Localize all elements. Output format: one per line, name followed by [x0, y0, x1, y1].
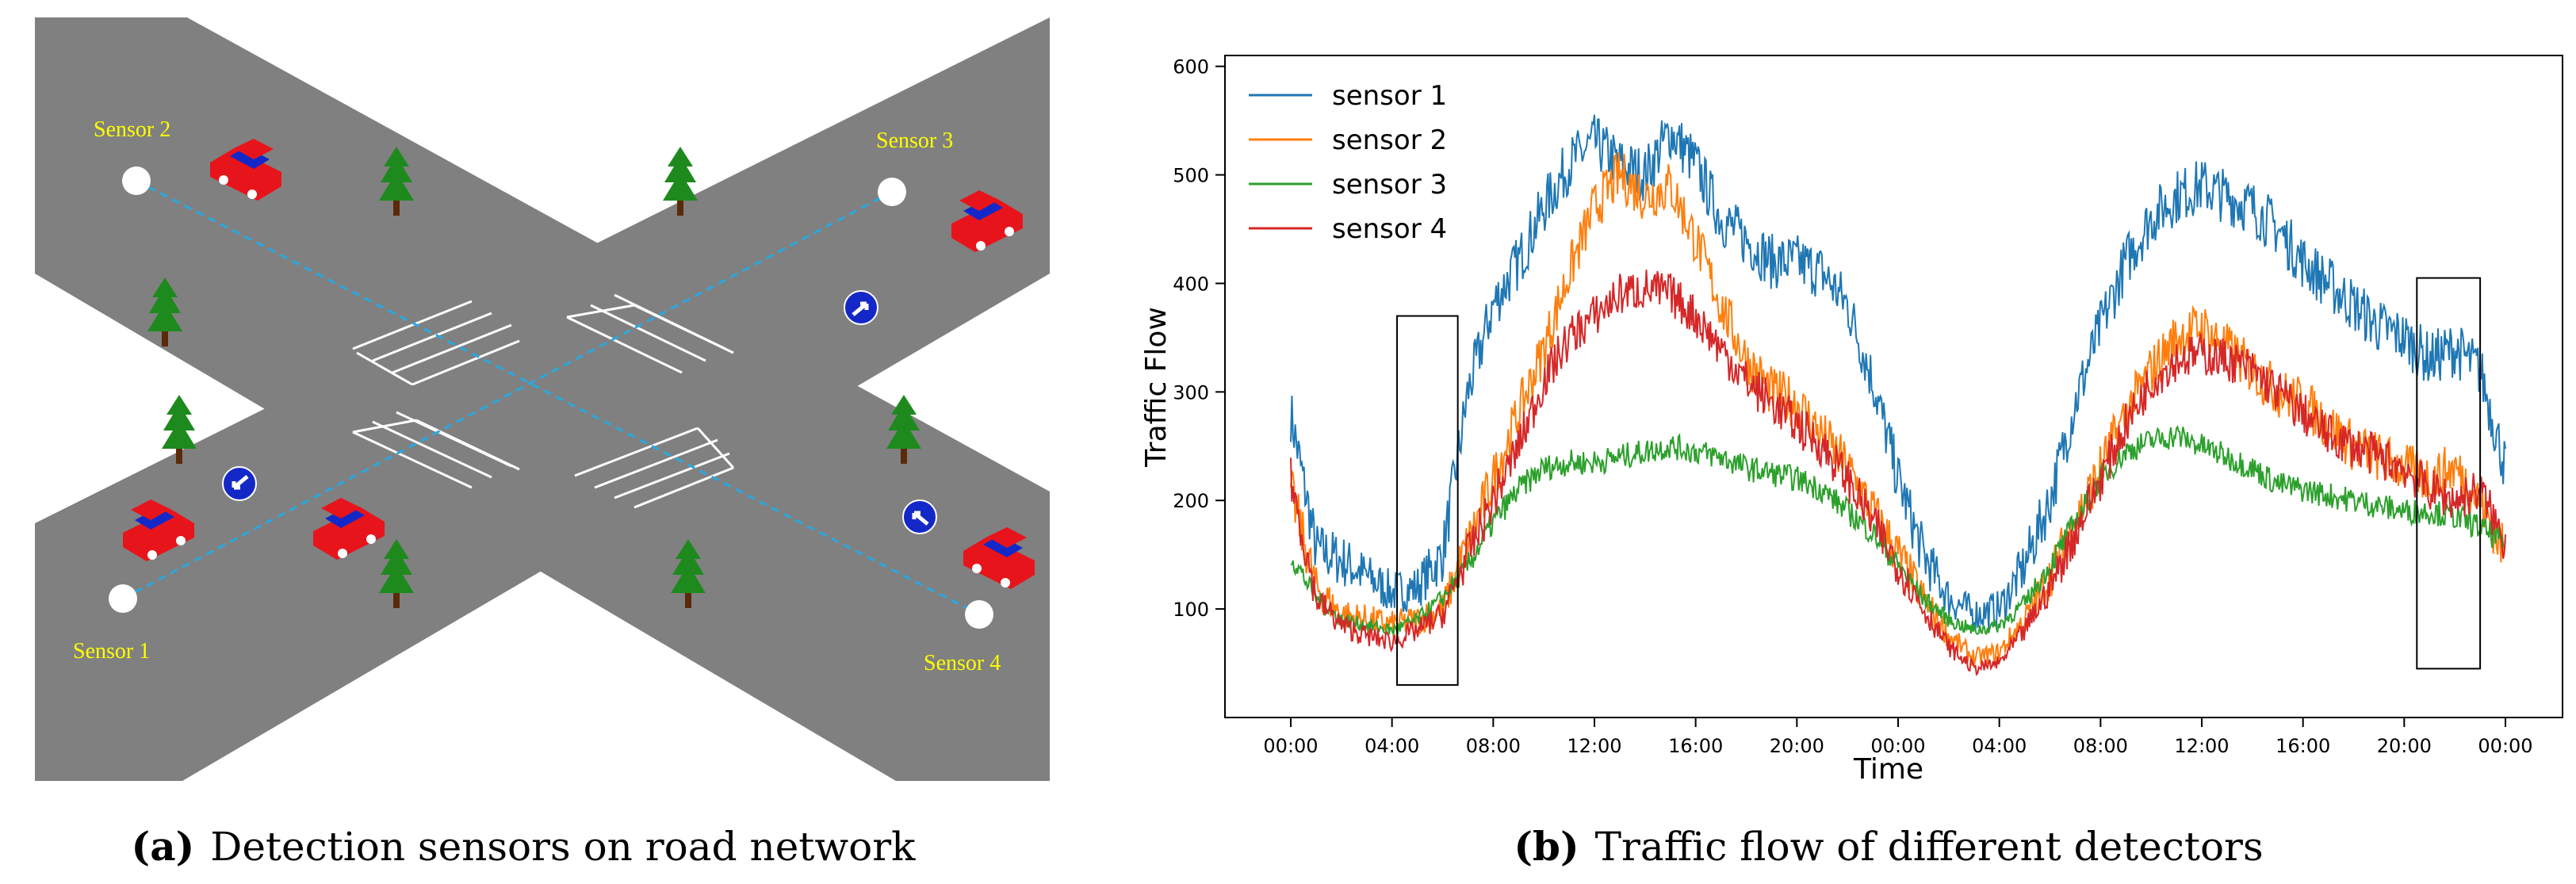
tree-icon	[379, 147, 414, 216]
y-tick-label: 600	[1173, 56, 1209, 78]
car-icon	[963, 527, 1035, 589]
caption-a: (a) Detection sensors on road network	[132, 823, 917, 870]
series-layer	[1290, 114, 2506, 676]
crosswalk-southwest	[352, 411, 520, 489]
y-tick-label: 100	[1173, 599, 1209, 621]
tree-icon	[886, 395, 921, 464]
sensor-3-dot[interactable]	[878, 178, 906, 206]
x-tick-label: 16:00	[1668, 735, 1723, 757]
x-axis-ticks: 00:00 04:00 08:00 12:00 16:00 20:00 00:00 04:00…	[1263, 718, 2533, 757]
sensor-4-dot[interactable]	[965, 600, 993, 629]
sensor-1-dot[interactable]	[109, 584, 137, 613]
sensor-4-label: Sensor 4	[924, 651, 1001, 675]
sensor-3-label: Sensor 3	[876, 128, 953, 153]
y-axis-ticks: 100 200 300 400 500 600	[1173, 56, 1225, 621]
car-icon	[313, 498, 385, 560]
detection-line-sensor1-sensor3	[122, 190, 893, 600]
caption-b: (b) Traffic flow of different detectors	[1514, 823, 2263, 870]
car-icon	[951, 190, 1023, 252]
tree-icon	[162, 395, 197, 464]
sensor-1-label: Sensor 1	[73, 639, 150, 664]
car-icon	[210, 139, 281, 201]
x-tick-label: 16:00	[2276, 735, 2330, 757]
x-tick-label: 12:00	[1567, 735, 1621, 757]
x-tick-label: 00:00	[2478, 735, 2532, 757]
annotation-box	[1396, 315, 1459, 686]
legend-label: sensor 2	[1332, 124, 1447, 156]
trees	[147, 147, 921, 608]
crosswalk-southeast	[574, 427, 735, 509]
x-tick-label: 00:00	[1870, 735, 1925, 757]
x-tick-label: 04:00	[1972, 735, 2027, 757]
traffic-flow-chart: 100 200 300 400 500 600 00:00 04:00 08:00 12:00 1…	[1140, 55, 2563, 786]
direction-sign-icon	[902, 499, 937, 534]
caption-b-letter: b	[1533, 823, 1560, 870]
legend-label: sensor 3	[1332, 169, 1447, 201]
x-axis-label: Time	[1853, 753, 1923, 786]
x-tick-label: 08:00	[1466, 735, 1521, 757]
direction-sign-icon	[222, 466, 257, 501]
sensor-2-dot[interactable]	[122, 166, 151, 195]
direction-sign-icon	[844, 290, 878, 325]
y-tick-label: 500	[1173, 165, 1209, 187]
series-line-sensor-3	[1290, 425, 2506, 637]
x-tick-label: 12:00	[2174, 735, 2229, 757]
annotation-box	[2416, 277, 2482, 670]
y-axis-label: Traffic Flow	[1140, 307, 1173, 468]
crosswalk-marks	[352, 293, 735, 509]
annotation-boxes	[1396, 277, 2482, 686]
sensor-2-label: Sensor 2	[94, 117, 170, 142]
road-network-panel: Sensor 1 Sensor 2 Sensor 3 Sensor 4	[35, 17, 1050, 781]
x-tick-label: 08:00	[2073, 735, 2128, 757]
direction-signs	[222, 290, 937, 534]
car-icon	[123, 499, 194, 561]
tree-icon	[147, 277, 182, 346]
crosswalk-northeast	[566, 293, 734, 374]
x-tick-label: 00:00	[1263, 735, 1318, 757]
y-tick-label: 400	[1173, 273, 1209, 295]
plot-frame	[1224, 55, 2563, 718]
cars	[123, 139, 1035, 589]
tree-icon	[671, 539, 706, 608]
x-tick-label: 20:00	[1770, 735, 1824, 757]
caption-a-text: Detection sensors on road network	[210, 824, 916, 870]
x-tick-label: 20:00	[2377, 735, 2432, 757]
intersection	[285, 262, 801, 531]
legend-label: sensor 4	[1332, 213, 1447, 245]
legend-label: sensor 1	[1332, 80, 1447, 112]
caption-b-text: Traffic flow of different detectors	[1595, 824, 2264, 870]
tree-icon	[663, 147, 698, 216]
y-tick-label: 200	[1173, 490, 1209, 512]
x-tick-label: 04:00	[1365, 735, 1419, 757]
caption-a-letter: a	[150, 823, 175, 870]
legend: sensor 1 sensor 2 sensor 3 sensor 4	[1249, 80, 1447, 245]
series-line-sensor-1	[1290, 114, 2506, 632]
crosswalk-northwest	[352, 300, 520, 386]
detection-lines	[122, 179, 980, 616]
y-tick-label: 300	[1173, 381, 1209, 404]
tree-icon	[379, 539, 414, 608]
series-line-sensor-4	[1290, 270, 2506, 676]
detection-line-sensor2-sensor4	[136, 179, 980, 616]
